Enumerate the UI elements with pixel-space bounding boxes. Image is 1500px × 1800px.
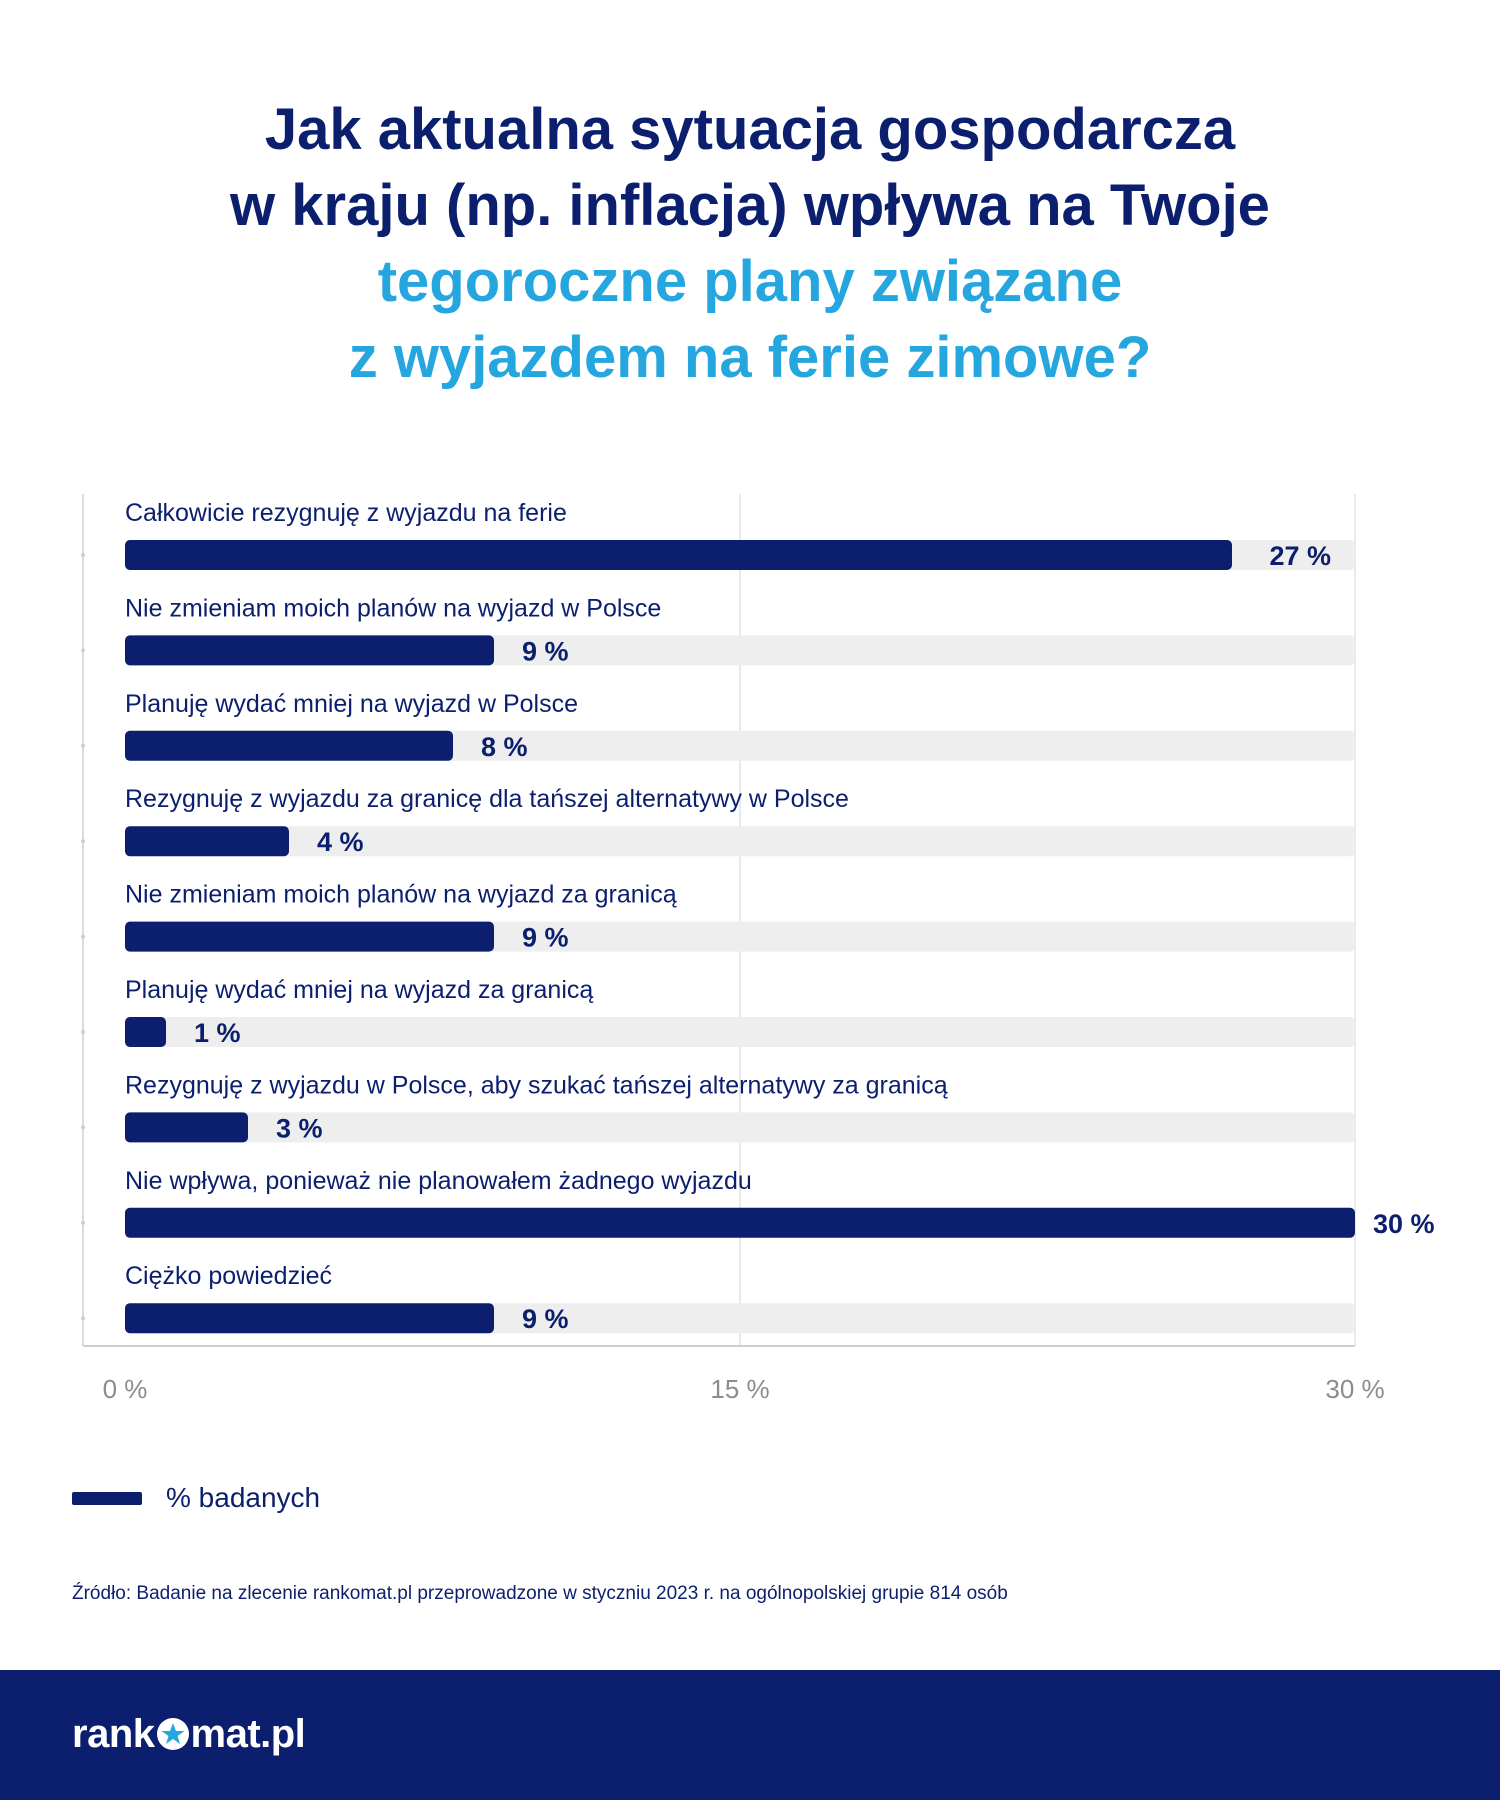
value-label: 27 % (1269, 541, 1331, 571)
category-label: Nie zmieniam moich planów na wyjazd za g… (125, 881, 677, 909)
value-label: 30 % (1373, 1209, 1435, 1239)
bar-track (125, 826, 1355, 857)
category-label: Planuję wydać mniej na wyjazd w Polsce (125, 690, 578, 718)
bar-track (125, 1112, 1355, 1143)
bar (125, 1112, 248, 1143)
x-tick-label: 0 % (103, 1374, 148, 1404)
category-label: Nie zmieniam moich planów na wyjazd w Po… (125, 594, 661, 622)
bar (125, 1207, 1355, 1238)
value-label: 3 % (276, 1113, 323, 1143)
legend-label: % badanych (166, 1482, 321, 1513)
bar-chart: Całkowicie rezygnuję z wyjazdu na ferie 2… (81, 494, 1435, 1404)
logo-text-prefix: rank (72, 1712, 155, 1756)
bar (125, 730, 453, 761)
value-label: 9 % (522, 923, 569, 953)
source-note: Źródło: Badanie na zlecenie rankomat.pl … (72, 1583, 1008, 1604)
value-label: 4 % (317, 827, 364, 857)
axis-tick-dot (81, 1316, 85, 1321)
category-label: Rezygnuję z wyjazdu za granicę dla tańsz… (125, 785, 849, 813)
axis-tick-dot (81, 553, 85, 557)
axis-tick-dot (81, 1220, 85, 1225)
category-label: Ciężko powiedzieć (125, 1262, 332, 1290)
category-label: Całkowicie rezygnuję z wyjazdu na ferie (125, 499, 567, 527)
legend: % badanych (72, 1482, 320, 1514)
bar-track (125, 1017, 1355, 1047)
value-label: 9 % (522, 1304, 569, 1334)
chart-title: Jak aktualna sytuacja gospodarcza w kraj… (0, 92, 1500, 396)
axis-tick-dot (81, 1125, 85, 1130)
value-label: 8 % (481, 732, 528, 762)
rankomat-logo: rank mat.pl (72, 1712, 306, 1757)
axis-tick-dot (81, 648, 85, 653)
title-line-4: z wyjazdem na ferie zimowe? (348, 325, 1152, 390)
bar (125, 635, 494, 666)
bar (125, 1303, 494, 1334)
category-label: Rezygnuję z wyjazdu w Polsce, aby szukać… (125, 1071, 948, 1099)
x-tick-label: 30 % (1325, 1374, 1384, 1404)
legend-swatch (72, 1491, 142, 1505)
title-line-3: tegoroczne plany związane (377, 249, 1123, 314)
bar (125, 921, 494, 952)
bar (125, 826, 289, 857)
value-label: 9 % (522, 636, 569, 666)
bar (125, 540, 1232, 570)
title-line-2: w kraju (np. inflacja) wpływa na Twoje (230, 173, 1270, 238)
axis-tick-dot (81, 934, 85, 939)
axis-tick-dot (81, 743, 85, 748)
x-tick-label: 15 % (710, 1374, 769, 1404)
axis-tick-dot (81, 839, 85, 844)
value-label: 1 % (194, 1018, 241, 1048)
logo-text-suffix: mat.pl (190, 1712, 306, 1756)
category-label: Planuję wydać mniej na wyjazd za granicą (125, 976, 593, 1004)
footer: rank mat.pl (0, 1670, 1500, 1800)
bar (125, 1017, 166, 1047)
title-line-1: Jak aktualna sytuacja gospodarcza (264, 97, 1236, 162)
category-label: Nie wpływa, ponieważ nie planowałem żadn… (125, 1167, 752, 1195)
star-o-icon (156, 1718, 189, 1750)
axis-tick-dot (81, 1030, 85, 1034)
